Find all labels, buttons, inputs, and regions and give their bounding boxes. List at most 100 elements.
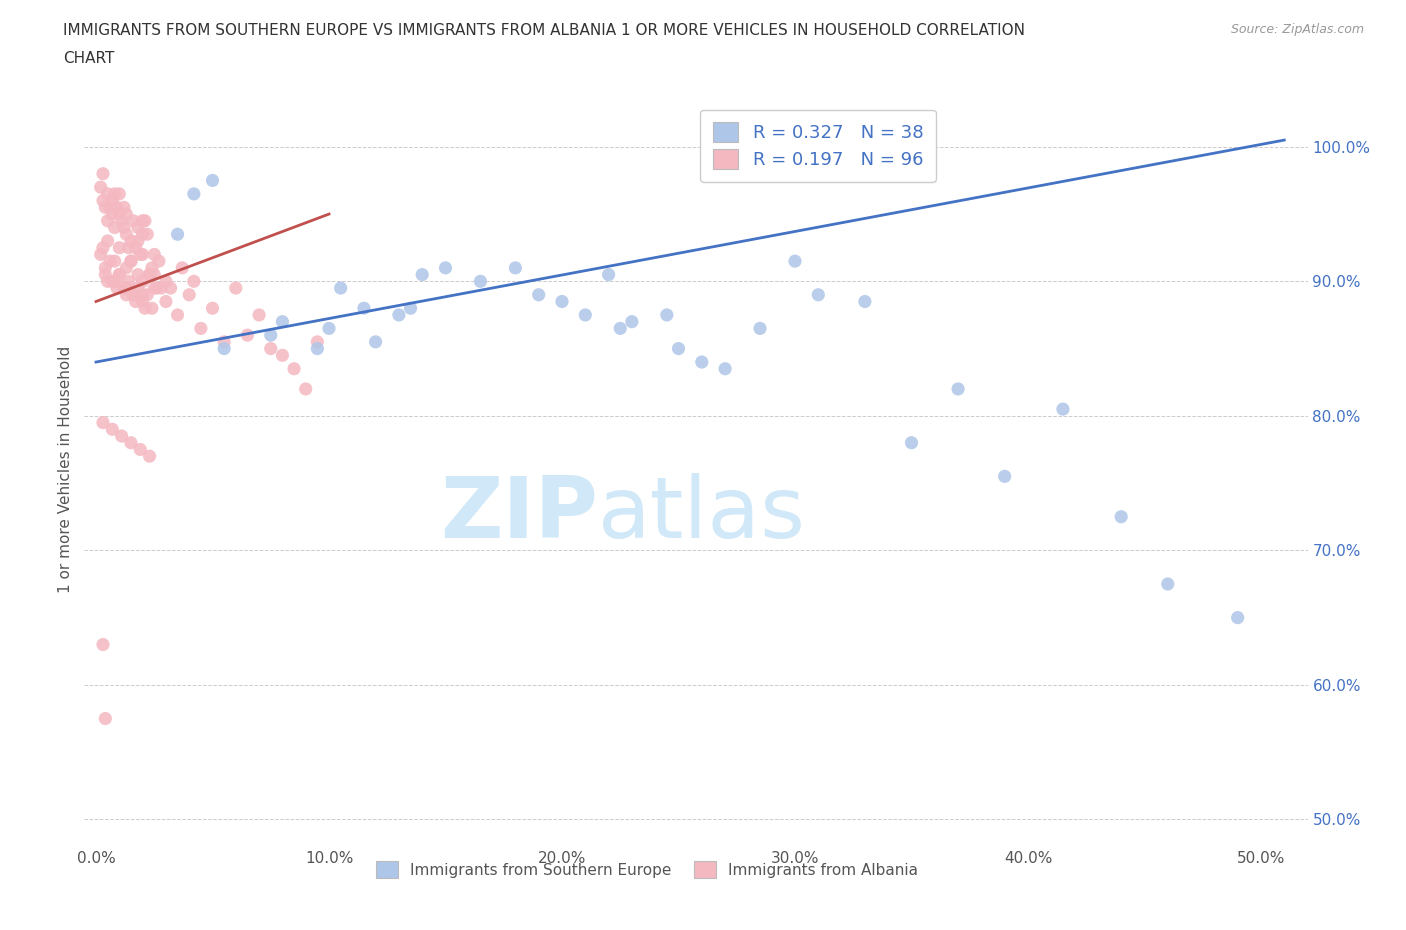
Point bbox=[143, 247, 166, 262]
Point bbox=[609, 321, 631, 336]
Point bbox=[714, 362, 737, 377]
Point bbox=[131, 287, 153, 302]
Point bbox=[122, 287, 145, 302]
Point bbox=[260, 327, 283, 342]
Point bbox=[668, 341, 690, 356]
Point bbox=[122, 213, 145, 228]
Point bbox=[655, 308, 678, 323]
Text: IMMIGRANTS FROM SOUTHERN EUROPE VS IMMIGRANTS FROM ALBANIA 1 OR MORE VEHICLES IN: IMMIGRANTS FROM SOUTHERN EUROPE VS IMMIG… bbox=[63, 23, 1025, 38]
Point bbox=[155, 294, 177, 309]
Point bbox=[294, 381, 316, 396]
Point bbox=[94, 260, 117, 275]
Point bbox=[122, 287, 145, 302]
Point bbox=[690, 354, 713, 369]
Point bbox=[108, 267, 131, 282]
Point bbox=[807, 287, 830, 302]
Point bbox=[127, 233, 149, 248]
Point bbox=[101, 274, 124, 289]
Point bbox=[115, 287, 138, 302]
Point bbox=[749, 321, 772, 336]
Point bbox=[283, 362, 305, 377]
Point bbox=[138, 267, 160, 282]
Point bbox=[190, 321, 212, 336]
Point bbox=[105, 200, 128, 215]
Point bbox=[148, 254, 170, 269]
Text: CHART: CHART bbox=[63, 51, 115, 66]
Point bbox=[134, 213, 156, 228]
Point bbox=[94, 267, 117, 282]
Y-axis label: 1 or more Vehicles in Household: 1 or more Vehicles in Household bbox=[58, 346, 73, 593]
Point bbox=[131, 294, 153, 309]
Point bbox=[212, 341, 235, 356]
Point bbox=[411, 267, 433, 282]
Point bbox=[108, 267, 131, 282]
Point bbox=[143, 267, 166, 282]
Point bbox=[260, 341, 283, 356]
Point bbox=[108, 186, 131, 201]
Point bbox=[91, 193, 114, 208]
Point bbox=[115, 206, 138, 221]
Point bbox=[97, 274, 120, 289]
Point bbox=[97, 213, 120, 228]
Point bbox=[129, 442, 152, 457]
Point bbox=[353, 300, 375, 315]
Point bbox=[183, 186, 205, 201]
Point bbox=[853, 294, 876, 309]
Point bbox=[98, 200, 121, 215]
Point bbox=[145, 281, 167, 296]
Text: ZIP: ZIP bbox=[440, 473, 598, 556]
Point bbox=[112, 220, 135, 235]
Point bbox=[141, 260, 163, 275]
Point bbox=[134, 300, 156, 315]
Point bbox=[111, 213, 134, 228]
Point bbox=[91, 637, 114, 652]
Point bbox=[172, 260, 194, 275]
Point bbox=[247, 308, 270, 323]
Point bbox=[115, 260, 138, 275]
Point bbox=[112, 200, 135, 215]
Point bbox=[212, 335, 235, 350]
Point bbox=[900, 435, 922, 450]
Point bbox=[90, 179, 112, 194]
Point bbox=[127, 281, 149, 296]
Point bbox=[120, 435, 142, 450]
Point bbox=[166, 308, 188, 323]
Point bbox=[783, 254, 806, 269]
Point bbox=[94, 711, 117, 726]
Point bbox=[159, 281, 181, 296]
Point bbox=[598, 267, 620, 282]
Point bbox=[527, 287, 550, 302]
Point bbox=[97, 233, 120, 248]
Point bbox=[111, 429, 134, 444]
Point bbox=[91, 166, 114, 181]
Point bbox=[101, 193, 124, 208]
Point bbox=[124, 240, 146, 255]
Point bbox=[183, 274, 205, 289]
Point bbox=[946, 381, 969, 396]
Point bbox=[329, 281, 352, 296]
Point bbox=[97, 186, 120, 201]
Point bbox=[98, 254, 121, 269]
Point bbox=[94, 200, 117, 215]
Point bbox=[225, 281, 247, 296]
Point bbox=[505, 260, 527, 275]
Point bbox=[104, 186, 127, 201]
Text: atlas: atlas bbox=[598, 473, 806, 556]
Point bbox=[131, 274, 153, 289]
Point bbox=[166, 227, 188, 242]
Point bbox=[124, 294, 146, 309]
Point bbox=[994, 469, 1017, 484]
Point bbox=[307, 341, 329, 356]
Point bbox=[150, 281, 173, 296]
Point bbox=[120, 254, 142, 269]
Point bbox=[307, 335, 329, 350]
Point bbox=[1052, 402, 1074, 417]
Point bbox=[105, 281, 128, 296]
Text: Source: ZipAtlas.com: Source: ZipAtlas.com bbox=[1230, 23, 1364, 36]
Point bbox=[129, 247, 152, 262]
Point bbox=[620, 314, 643, 329]
Point bbox=[271, 348, 294, 363]
Point bbox=[1226, 610, 1249, 625]
Point bbox=[120, 254, 142, 269]
Point bbox=[434, 260, 457, 275]
